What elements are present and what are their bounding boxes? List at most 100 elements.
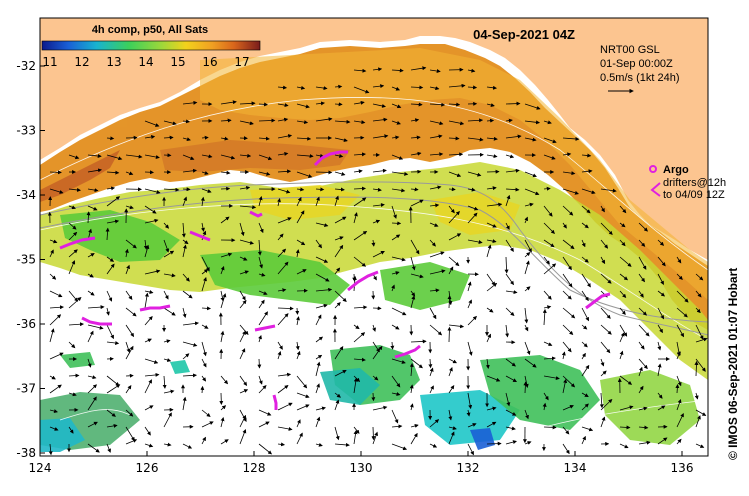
current-vector-arrow [220,375,229,385]
colorbar-ticks: 11 12 13 14 15 16 17 [42,55,249,69]
current-vector-arrow [105,227,110,241]
current-vector-arrow [258,222,264,234]
current-vector-arrow [277,103,289,108]
current-vector-arrow [524,120,540,125]
current-vector-arrow [562,378,568,394]
current-vector-arrow [562,205,574,216]
current-vector-arrow [144,379,152,394]
current-vector-arrow [163,442,172,447]
current-vector-arrow [581,256,589,263]
current-vector-arrow [315,273,330,282]
current-vector-arrow [68,231,78,241]
current-vector-arrow [599,392,604,409]
current-vector-arrow [144,120,160,127]
current-vector-arrow [68,222,77,230]
current-vector-arrow [562,273,573,288]
current-vector-arrow [448,136,460,141]
current-vector-arrow [486,244,492,258]
current-vector-arrow [486,186,497,191]
current-vector-arrow [524,409,529,420]
current-vector-arrow [391,409,399,424]
current-vector-arrow [87,253,95,258]
colorbar-tick-label: 11 [42,55,57,69]
current-vector-arrow [543,263,557,275]
current-vector-arrow [448,187,456,192]
current-vector-arrow [581,364,590,377]
current-vector-arrow [163,358,172,362]
current-vector-arrow [334,370,347,377]
current-vector-arrow [296,350,301,360]
current-vector-arrow [315,239,322,249]
current-vector-arrow [106,196,121,207]
current-vector-arrow [334,84,343,89]
current-vector-arrow [429,324,443,336]
current-vector-arrow [638,324,650,337]
current-vector-arrow [409,403,414,411]
current-vector-arrow [277,372,292,377]
current-vector-arrow [638,406,648,411]
current-vector-arrow [334,290,347,302]
current-vector-arrow [448,152,464,157]
current-vector-arrow [144,405,154,411]
current-vector-arrow [106,443,111,453]
current-vector-arrow [543,205,553,217]
current-vector-arrow [295,307,300,315]
current-vector-arrow [239,120,254,126]
current-vector-arrow [562,290,572,300]
current-vector-arrow [505,273,514,286]
current-vector-arrow [182,244,187,258]
current-vector-arrow [49,305,64,310]
current-vector-arrow [410,102,423,107]
map-plot-area [40,18,708,456]
current-vector-arrow [353,430,358,445]
current-vector-arrow [410,239,420,255]
current-vector-arrow [657,392,663,399]
x-tick-label: 128 [243,461,266,475]
current-vector-arrow [695,273,704,281]
current-vector-arrow [600,239,609,249]
current-vector-arrow [410,199,424,207]
current-vector-arrow [600,398,613,411]
current-vector-arrow [68,154,80,160]
current-vector-arrow [163,250,175,258]
current-vector-arrow [182,168,197,173]
current-vector-arrow [524,239,532,253]
current-vector-arrow [182,321,199,326]
current-vector-arrow [676,351,681,360]
current-vector-arrow [505,426,516,431]
current-vector-arrow [334,195,339,207]
current-vector-arrow [372,375,379,381]
current-vector-arrow [201,269,209,275]
current-vector-arrow [144,244,150,258]
current-vector-arrow [182,396,187,411]
current-vector-arrow [87,168,102,173]
current-vector-arrow [296,85,306,90]
current-vector-arrow [657,341,662,351]
current-vector-arrow [296,171,313,178]
current-vector-arrow [581,307,589,322]
current-vector-arrow [524,441,532,445]
current-vector-arrow [277,261,289,275]
current-vector-arrow [486,154,498,159]
current-vector-arrow [201,306,211,311]
current-vector-arrow [125,341,131,353]
current-vector-arrow [448,256,460,267]
current-vector-arrow [410,135,421,140]
current-vector-arrow [182,307,187,318]
current-vector-arrow [87,153,102,158]
current-vector-arrow [638,358,648,370]
argo-label: Argo [663,164,689,176]
current-vector-arrow [106,341,120,345]
current-vector-arrow [657,307,664,320]
current-vector-arrow [106,136,115,141]
current-vector-arrow [296,103,310,109]
current-vector-arrow [49,328,55,343]
x-tick-label: 130 [350,461,373,475]
current-vector-arrow [49,375,56,380]
current-vector-arrow [657,363,662,377]
current-vector-arrow [562,136,580,141]
x-tick-label: 126 [136,461,159,475]
current-vector-arrow [505,290,518,295]
current-vector-arrow [410,432,418,445]
current-vector-arrow [657,324,663,334]
